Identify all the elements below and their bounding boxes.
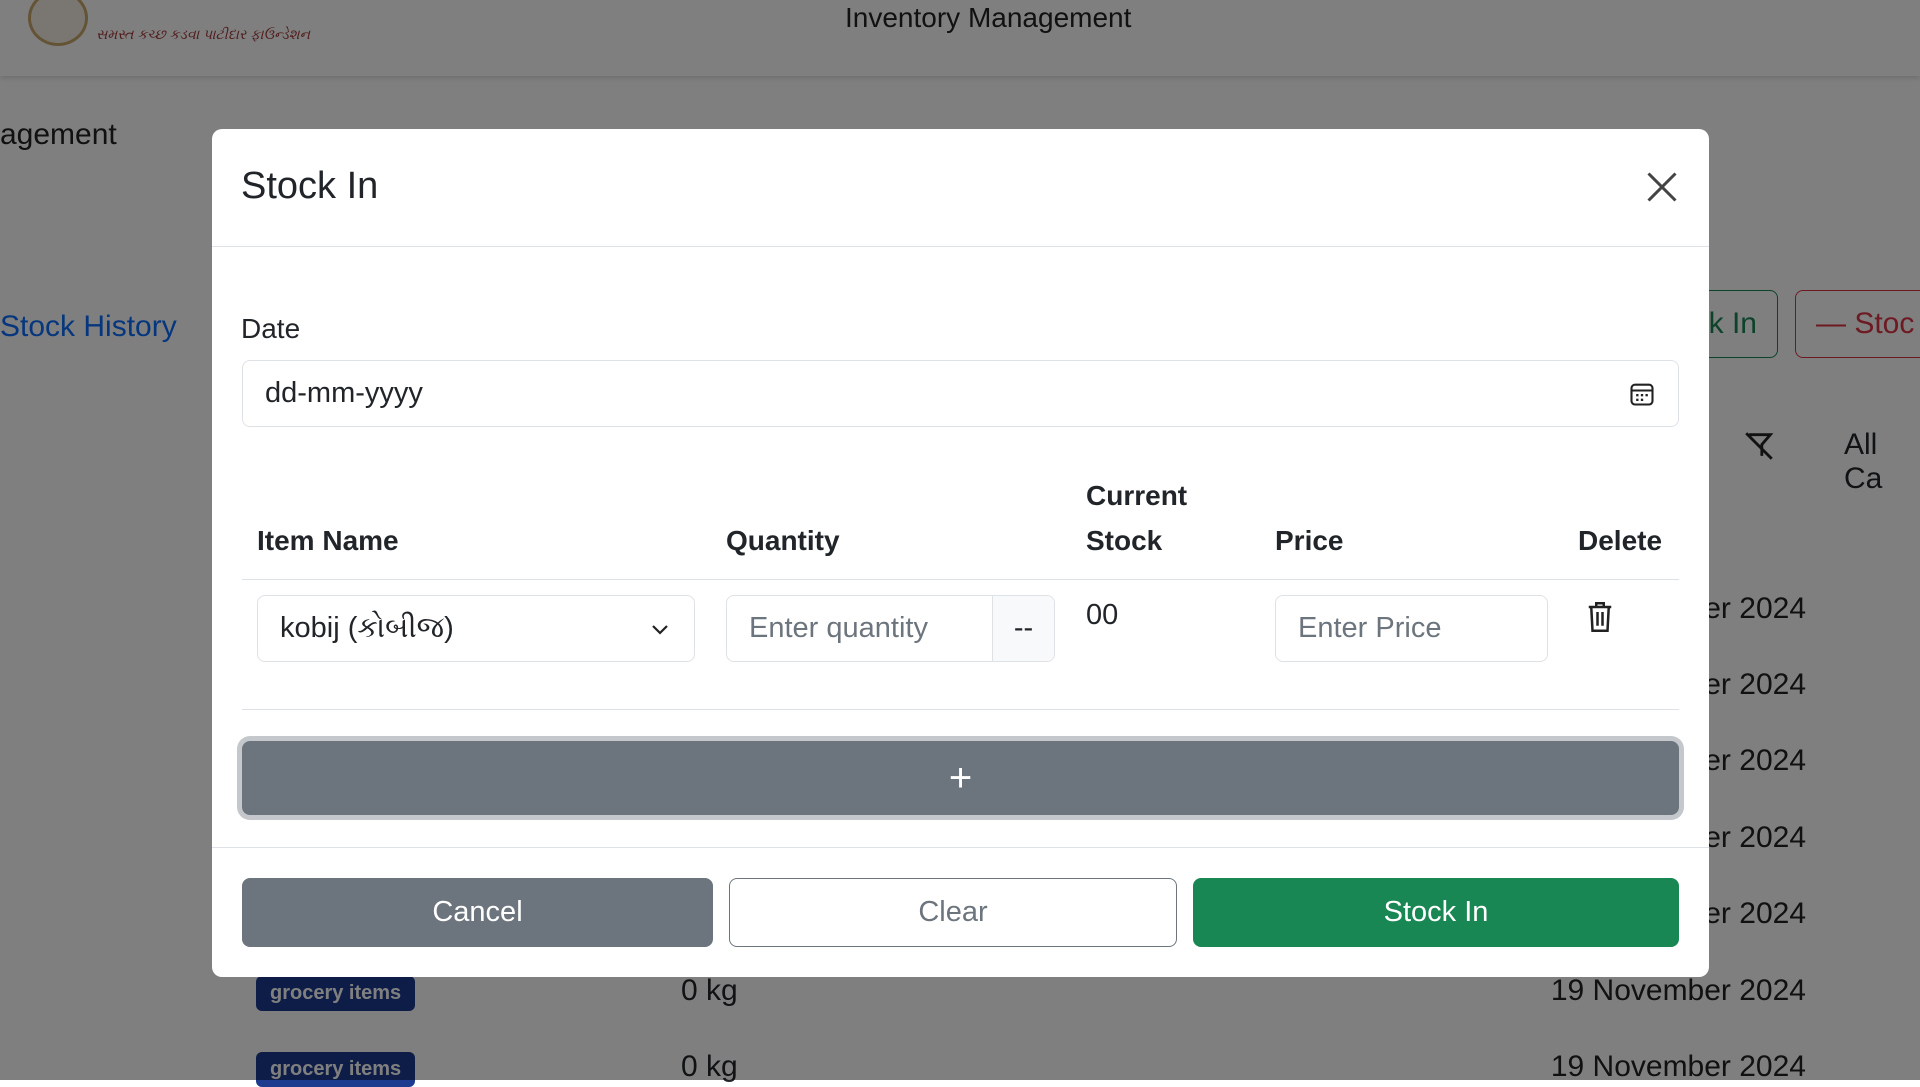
chevron-down-icon <box>652 624 668 635</box>
add-row-button[interactable]: + <box>242 741 1679 815</box>
column-current-stock-line1: Current <box>1086 480 1188 511</box>
current-stock-value: 00 <box>1086 599 1119 631</box>
quantity-group: Enter quantity -- <box>726 595 1055 662</box>
stock-in-modal: Stock In Date dd-mm-yyyy Item Name Quant… <box>212 129 1709 977</box>
price-placeholder: Enter Price <box>1298 612 1442 644</box>
clear-button[interactable]: Clear <box>729 878 1177 947</box>
column-current-stock-line2: Stock <box>1086 525 1163 556</box>
column-price: Price <box>1275 525 1344 556</box>
unit-addon: -- <box>992 596 1054 661</box>
item-select-value: kobij (કોબીજ) <box>280 612 454 644</box>
column-item-name: Item Name <box>257 525 399 556</box>
table-header-divider <box>242 579 1679 580</box>
item-select[interactable]: kobij (કોબીજ) <box>257 595 695 662</box>
column-delete: Delete <box>1578 525 1663 556</box>
calendar-icon[interactable] <box>1628 380 1656 408</box>
divider <box>212 246 1709 247</box>
date-input[interactable]: dd-mm-yyyy <box>242 360 1679 427</box>
cancel-button[interactable]: Cancel <box>242 878 713 947</box>
date-label: Date <box>241 313 301 344</box>
column-current-stock: Current Stock <box>1086 473 1187 563</box>
price-input[interactable]: Enter Price <box>1275 595 1548 662</box>
modal-title: Stock In <box>241 165 379 207</box>
quantity-input[interactable]: Enter quantity <box>749 612 928 644</box>
close-icon[interactable] <box>1644 169 1680 205</box>
column-quantity: Quantity <box>726 525 840 556</box>
stock-in-submit-button[interactable]: Stock In <box>1193 878 1679 947</box>
row-divider <box>242 709 1679 710</box>
trash-icon[interactable] <box>1585 600 1615 634</box>
footer-divider <box>212 847 1709 848</box>
date-placeholder: dd-mm-yyyy <box>265 377 423 409</box>
